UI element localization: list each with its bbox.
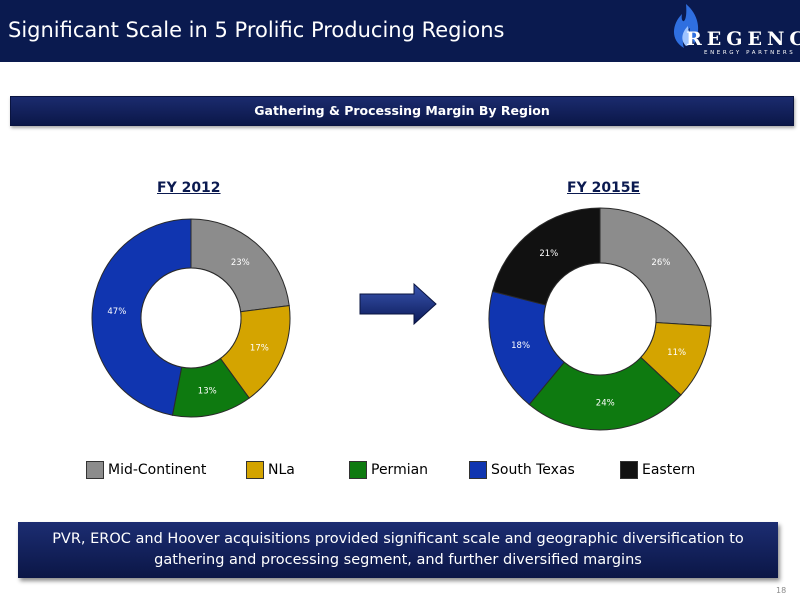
callout-line-2: gathering and processing segment, and fu…	[154, 552, 642, 568]
donut-hole	[543, 262, 657, 376]
slice-label-mid-continent: 23%	[231, 258, 250, 268]
slice-label-nla: 17%	[250, 344, 269, 354]
legend-item-eastern: Eastern	[620, 458, 695, 482]
legend-swatch	[469, 461, 487, 479]
legend-label: Permian	[371, 462, 429, 478]
chart-title-fy2015e: FY 2015E	[567, 180, 641, 196]
legend-item-permian: Permian	[349, 458, 428, 482]
callout-line-1: PVR, EROC and Hoover acquisitions provid…	[52, 531, 744, 547]
legend-item-mid-continent: Mid-Continent	[86, 458, 206, 482]
chart-legend: Mid-Continent NLa Permian South Texas Ea…	[0, 458, 800, 482]
slice-label-nla: 11%	[667, 348, 686, 358]
donut-chart-fy2015e: 26% 11% 24% 18% 21%	[488, 207, 712, 431]
summary-callout: PVR, EROC and Hoover acquisitions provid…	[18, 522, 778, 578]
legend-label: Mid-Continent	[108, 462, 207, 478]
page-title: Significant Scale in 5 Prolific Producin…	[8, 18, 505, 42]
header-bar: Significant Scale in 5 Prolific Producin…	[0, 0, 800, 62]
flame-icon	[674, 4, 699, 48]
slice-label-mid-continent: 26%	[651, 258, 670, 268]
logo-subtext: ENERGY PARTNERS	[704, 50, 796, 56]
logo-wordmark: REGENCY	[686, 28, 800, 50]
slice-label-south-texas: 18%	[511, 341, 530, 351]
chart-title-fy2012: FY 2012	[157, 180, 221, 196]
slice-label-permian: 24%	[596, 398, 615, 408]
legend-item-nla: NLa	[246, 458, 295, 482]
legend-swatch	[86, 461, 104, 479]
right-arrow-icon	[359, 282, 437, 326]
donut-hole	[140, 267, 242, 369]
legend-swatch	[246, 461, 264, 479]
legend-label: Eastern	[642, 462, 696, 478]
slice-label-south-texas: 47%	[107, 307, 126, 317]
slice-label-eastern: 21%	[539, 249, 558, 259]
donut-chart-fy2012: 23% 17% 13% 47%	[91, 218, 291, 418]
legend-label: NLa	[268, 462, 295, 478]
slice-label-permian: 13%	[198, 387, 217, 397]
legend-swatch	[620, 461, 638, 479]
legend-swatch	[349, 461, 367, 479]
legend-item-south-texas: South Texas	[469, 458, 575, 482]
regency-logo: REGENCY ENERGY PARTNERS	[668, 0, 800, 62]
section-banner: Gathering & Processing Margin By Region	[10, 96, 794, 126]
page-number: 18	[776, 586, 787, 595]
legend-label: South Texas	[491, 462, 575, 478]
